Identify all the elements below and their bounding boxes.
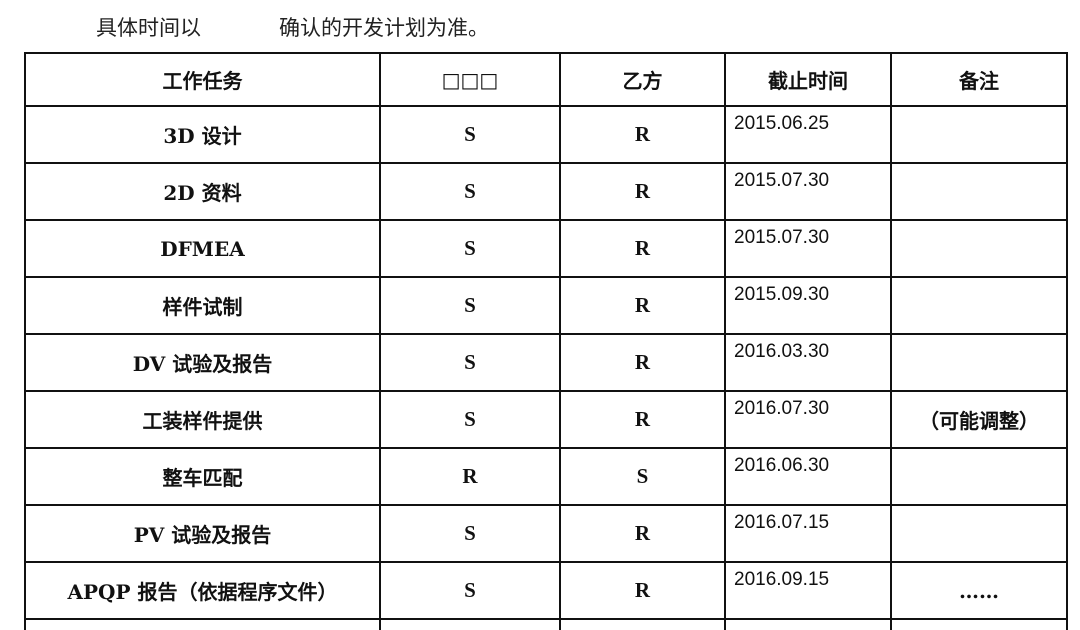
party-a-cell: R	[379, 447, 561, 506]
empty-cell	[379, 618, 561, 630]
deadline-cell: 2015.06.25	[724, 105, 892, 164]
empty-cell	[559, 618, 726, 630]
task-cell: 工装样件提供	[24, 390, 381, 449]
empty-cell	[890, 618, 1068, 630]
party-b-cell: R	[559, 162, 726, 221]
party-a-cell: S	[379, 162, 561, 221]
note-cell	[890, 162, 1068, 221]
party-a-cell: S	[379, 504, 561, 563]
party-b-cell: R	[559, 105, 726, 164]
empty-cell	[724, 618, 892, 630]
note-cell	[890, 447, 1068, 506]
table-row: DV 试验及报告 S R 2016.03.30	[24, 333, 1068, 392]
deadline-cell: 2016.07.15	[724, 504, 892, 563]
table-row: 整车匹配 R S 2016.06.30	[24, 447, 1068, 506]
deadline-cell: 2015.07.30	[724, 219, 892, 278]
note-cell: （可能调整）	[890, 390, 1068, 449]
task-cell: 3D 设计	[24, 105, 381, 164]
note-cell	[890, 105, 1068, 164]
party-a-cell: S	[379, 333, 561, 392]
party-a-cell: S	[379, 390, 561, 449]
table-row: 2D 资料 S R 2015.07.30	[24, 162, 1068, 221]
party-b-cell: S	[559, 447, 726, 506]
intro-before: 具体时间以	[96, 16, 201, 40]
deadline-cell: 2016.07.30	[724, 390, 892, 449]
note-cell	[890, 219, 1068, 278]
party-a-cell: S	[379, 219, 561, 278]
task-cell: 样件试制	[24, 276, 381, 335]
header-party-a: □□□	[379, 52, 561, 107]
deadline-cell: 2015.07.30	[724, 162, 892, 221]
header-note: 备注	[890, 52, 1068, 107]
table-row: DFMEA S R 2015.07.30	[24, 219, 1068, 278]
deadline-cell: 2016.03.30	[724, 333, 892, 392]
empty-cell	[24, 618, 381, 630]
deadline-cell: 2015.09.30	[724, 276, 892, 335]
intro-text: 具体时间以 确认的开发计划为准。	[96, 12, 489, 42]
header-task: 工作任务	[24, 52, 381, 107]
deadline-cell: 2016.06.30	[724, 447, 892, 506]
intro-after: 确认的开发计划为准。	[279, 16, 489, 40]
header-deadline: 截止时间	[724, 52, 892, 107]
header-party-b: 乙方	[559, 52, 726, 107]
party-b-cell: R	[559, 219, 726, 278]
task-cell: PV 试验及报告	[24, 504, 381, 563]
party-b-cell: R	[559, 504, 726, 563]
table-row: PV 试验及报告 S R 2016.07.15	[24, 504, 1068, 563]
task-cell: DV 试验及报告	[24, 333, 381, 392]
table-row: 样件试制 S R 2015.09.30	[24, 276, 1068, 335]
header-row: 工作任务 □□□ 乙方 截止时间 备注	[24, 52, 1068, 107]
note-cell	[890, 333, 1068, 392]
party-a-cell: S	[379, 105, 561, 164]
party-b-cell: R	[559, 276, 726, 335]
party-a-cell: S	[379, 276, 561, 335]
task-cell: 整车匹配	[24, 447, 381, 506]
table-row: 工装样件提供 S R 2016.07.30 （可能调整）	[24, 390, 1068, 449]
task-cell: DFMEA	[24, 219, 381, 278]
party-b-cell: R	[559, 390, 726, 449]
schedule-table: 工作任务 □□□ 乙方 截止时间 备注 3D 设计 S R 2015.06.25 2D …	[24, 52, 1068, 630]
party-b-cell: R	[559, 333, 726, 392]
table-row: 3D 设计 S R 2015.06.25	[24, 105, 1068, 164]
note-cell	[890, 276, 1068, 335]
cut-off-row	[24, 618, 1068, 630]
note-cell	[890, 504, 1068, 563]
task-cell: 2D 资料	[24, 162, 381, 221]
